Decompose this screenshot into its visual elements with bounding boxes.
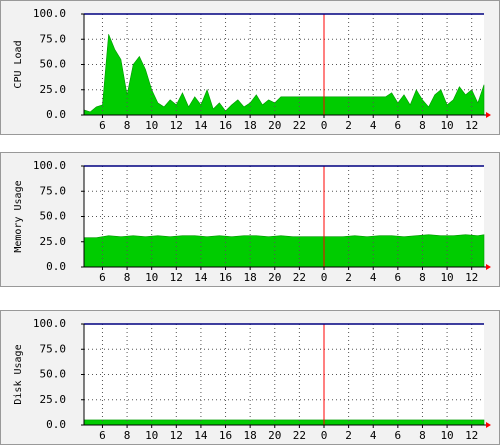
- y-tick-label: 75.0: [40, 342, 67, 355]
- y-tick-label: 0.0: [46, 108, 66, 121]
- x-tick-label: 20: [268, 271, 281, 284]
- area: [83, 419, 485, 426]
- x-tick-label: 8: [124, 119, 131, 132]
- x-tick-label: 4: [370, 271, 377, 284]
- y-tick-label: 0.0: [46, 260, 66, 273]
- area: [83, 234, 485, 268]
- x-tick-label: 10: [440, 429, 453, 442]
- x-tick-label: 20: [268, 119, 281, 132]
- x-tick-label: 8: [124, 429, 131, 442]
- x-tick-label: 8: [419, 271, 426, 284]
- x-tick-label: 6: [395, 429, 402, 442]
- y-tick-label: 25.0: [40, 235, 67, 248]
- x-tick-label: 4: [370, 119, 377, 132]
- x-tick-label: 22: [293, 429, 306, 442]
- x-tick-label: 12: [465, 429, 478, 442]
- y-tick-label: 75.0: [40, 32, 67, 45]
- x-tick-label: 16: [219, 119, 232, 132]
- x-tick-label: 12: [465, 119, 478, 132]
- axis-arrow: [486, 422, 491, 428]
- axis-arrow: [486, 112, 491, 118]
- x-tick-label: 2: [345, 119, 352, 132]
- x-tick-label: 6: [99, 429, 106, 442]
- x-tick-label: 22: [293, 271, 306, 284]
- y-axis-label: CPU Load: [13, 40, 24, 88]
- x-tick-label: 2: [345, 429, 352, 442]
- y-tick-label: 25.0: [40, 393, 67, 406]
- x-tick-label: 4: [370, 429, 377, 442]
- x-tick-label: 12: [465, 271, 478, 284]
- x-tick-label: 12: [170, 119, 183, 132]
- x-tick-label: 10: [440, 119, 453, 132]
- x-tick-label: 10: [145, 119, 158, 132]
- x-tick-label: 8: [419, 429, 426, 442]
- x-tick-label: 18: [244, 271, 257, 284]
- axis-arrow: [486, 264, 491, 270]
- y-tick-label: 25.0: [40, 83, 67, 96]
- x-tick-label: 8: [124, 271, 131, 284]
- x-tick-label: 6: [99, 119, 106, 132]
- x-tick-label: 18: [244, 429, 257, 442]
- y-axis-label: Memory Usage: [13, 180, 24, 252]
- x-tick-label: 12: [170, 271, 183, 284]
- x-tick-label: 22: [293, 119, 306, 132]
- y-tick-label: 50.0: [40, 58, 67, 71]
- y-tick-label: 50.0: [40, 368, 67, 381]
- x-tick-label: 12: [170, 429, 183, 442]
- x-tick-label: 14: [194, 271, 208, 284]
- y-tick-label: 100.0: [33, 317, 66, 330]
- x-tick-label: 10: [440, 271, 453, 284]
- y-tick-label: 75.0: [40, 184, 67, 197]
- x-tick-label: 6: [395, 119, 402, 132]
- x-tick-label: 10: [145, 429, 158, 442]
- x-tick-label: 20: [268, 429, 281, 442]
- x-tick-label: 14: [194, 119, 208, 132]
- area: [83, 34, 485, 116]
- x-tick-label: 2: [345, 271, 352, 284]
- x-tick-label: 18: [244, 119, 257, 132]
- y-tick-label: 50.0: [40, 210, 67, 223]
- y-tick-label: 0.0: [46, 418, 66, 431]
- y-tick-label: 100.0: [33, 159, 66, 172]
- x-tick-label: 8: [419, 119, 426, 132]
- y-tick-label: 100.0: [33, 7, 66, 20]
- x-tick-label: 14: [194, 429, 208, 442]
- x-tick-label: 16: [219, 429, 232, 442]
- x-tick-label: 0: [321, 119, 328, 132]
- x-tick-label: 16: [219, 271, 232, 284]
- x-tick-label: 0: [321, 429, 328, 442]
- x-tick-label: 6: [395, 271, 402, 284]
- x-tick-label: 10: [145, 271, 158, 284]
- y-axis-label: Disk Usage: [13, 344, 24, 404]
- x-tick-label: 6: [99, 271, 106, 284]
- x-tick-label: 0: [321, 271, 328, 284]
